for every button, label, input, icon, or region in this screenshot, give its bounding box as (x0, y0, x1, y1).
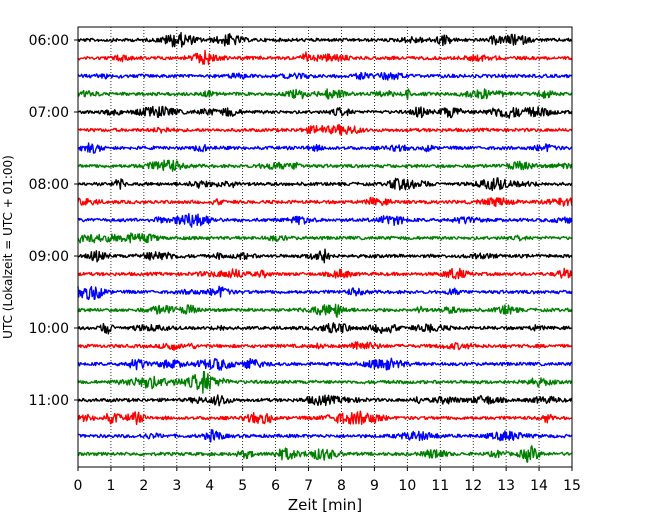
x-tick-label-2: 2 (139, 478, 148, 494)
y-tick-label-2: 08:00 (29, 177, 69, 193)
y-tick-label-0: 06:00 (29, 33, 69, 49)
trace-10 (77, 196, 573, 207)
x-axis-label: Zeit [min] (288, 496, 362, 514)
trace-14 (77, 267, 573, 280)
x-tick-label-13: 13 (497, 478, 515, 494)
vertical-gridlines (110, 27, 540, 467)
x-tick-label-1: 1 (106, 478, 115, 494)
x-tick-label-0: 0 (74, 478, 83, 494)
trace-1 (77, 31, 573, 48)
trace-13 (77, 248, 573, 264)
trace-8 (77, 159, 573, 172)
trace-20 (77, 370, 573, 394)
trace-9 (77, 177, 573, 192)
x-tick-label-9: 9 (370, 478, 379, 494)
y-tick-label-5: 11:00 (29, 393, 69, 409)
x-tick-label-10: 10 (398, 478, 416, 494)
trace-17 (77, 322, 573, 335)
trace-15 (77, 285, 573, 301)
x-tick-label-5: 5 (238, 478, 247, 494)
trace-3 (77, 71, 573, 81)
trace-2 (77, 49, 573, 66)
trace-7 (77, 142, 573, 154)
trace-19 (78, 357, 573, 371)
x-axis-ticks: 0 1 2 3 4 5 6 7 8 9 10 11 12 13 14 15 (74, 467, 581, 494)
x-tick-label-7: 7 (304, 478, 313, 494)
trace-23 (77, 429, 573, 443)
y-tick-label-3: 09:00 (29, 249, 69, 265)
x-tick-label-14: 14 (530, 478, 548, 494)
trace-6 (77, 123, 573, 137)
y-tick-label-1: 07:00 (29, 105, 69, 121)
x-tick-label-4: 4 (205, 478, 214, 494)
x-tick-label-3: 3 (172, 478, 181, 494)
x-tick-label-11: 11 (431, 478, 449, 494)
trace-11 (77, 213, 573, 228)
plot-frame (77, 26, 573, 468)
x-tick-label-8: 8 (337, 478, 346, 494)
y-tick-label-4: 10:00 (29, 321, 69, 337)
trace-16 (77, 303, 573, 318)
x-tick-label-15: 15 (563, 478, 581, 494)
x-tick-label-6: 6 (271, 478, 280, 494)
x-tick-label-12: 12 (464, 478, 482, 494)
trace-24 (77, 445, 573, 463)
y-axis-label: UTC (Lokalzeit = UTC + 01:00) (1, 155, 15, 339)
trace-4 (77, 88, 573, 101)
y-axis-ticks: 06:00 07:00 08:00 09:00 10:00 11:00 (29, 33, 78, 409)
trace-21 (77, 394, 573, 407)
plot-background (78, 27, 572, 467)
trace-5 (77, 105, 573, 119)
trace-12 (77, 232, 573, 244)
trace-22 (77, 410, 573, 426)
seismogram-traces (77, 31, 573, 463)
trace-18 (77, 341, 573, 352)
